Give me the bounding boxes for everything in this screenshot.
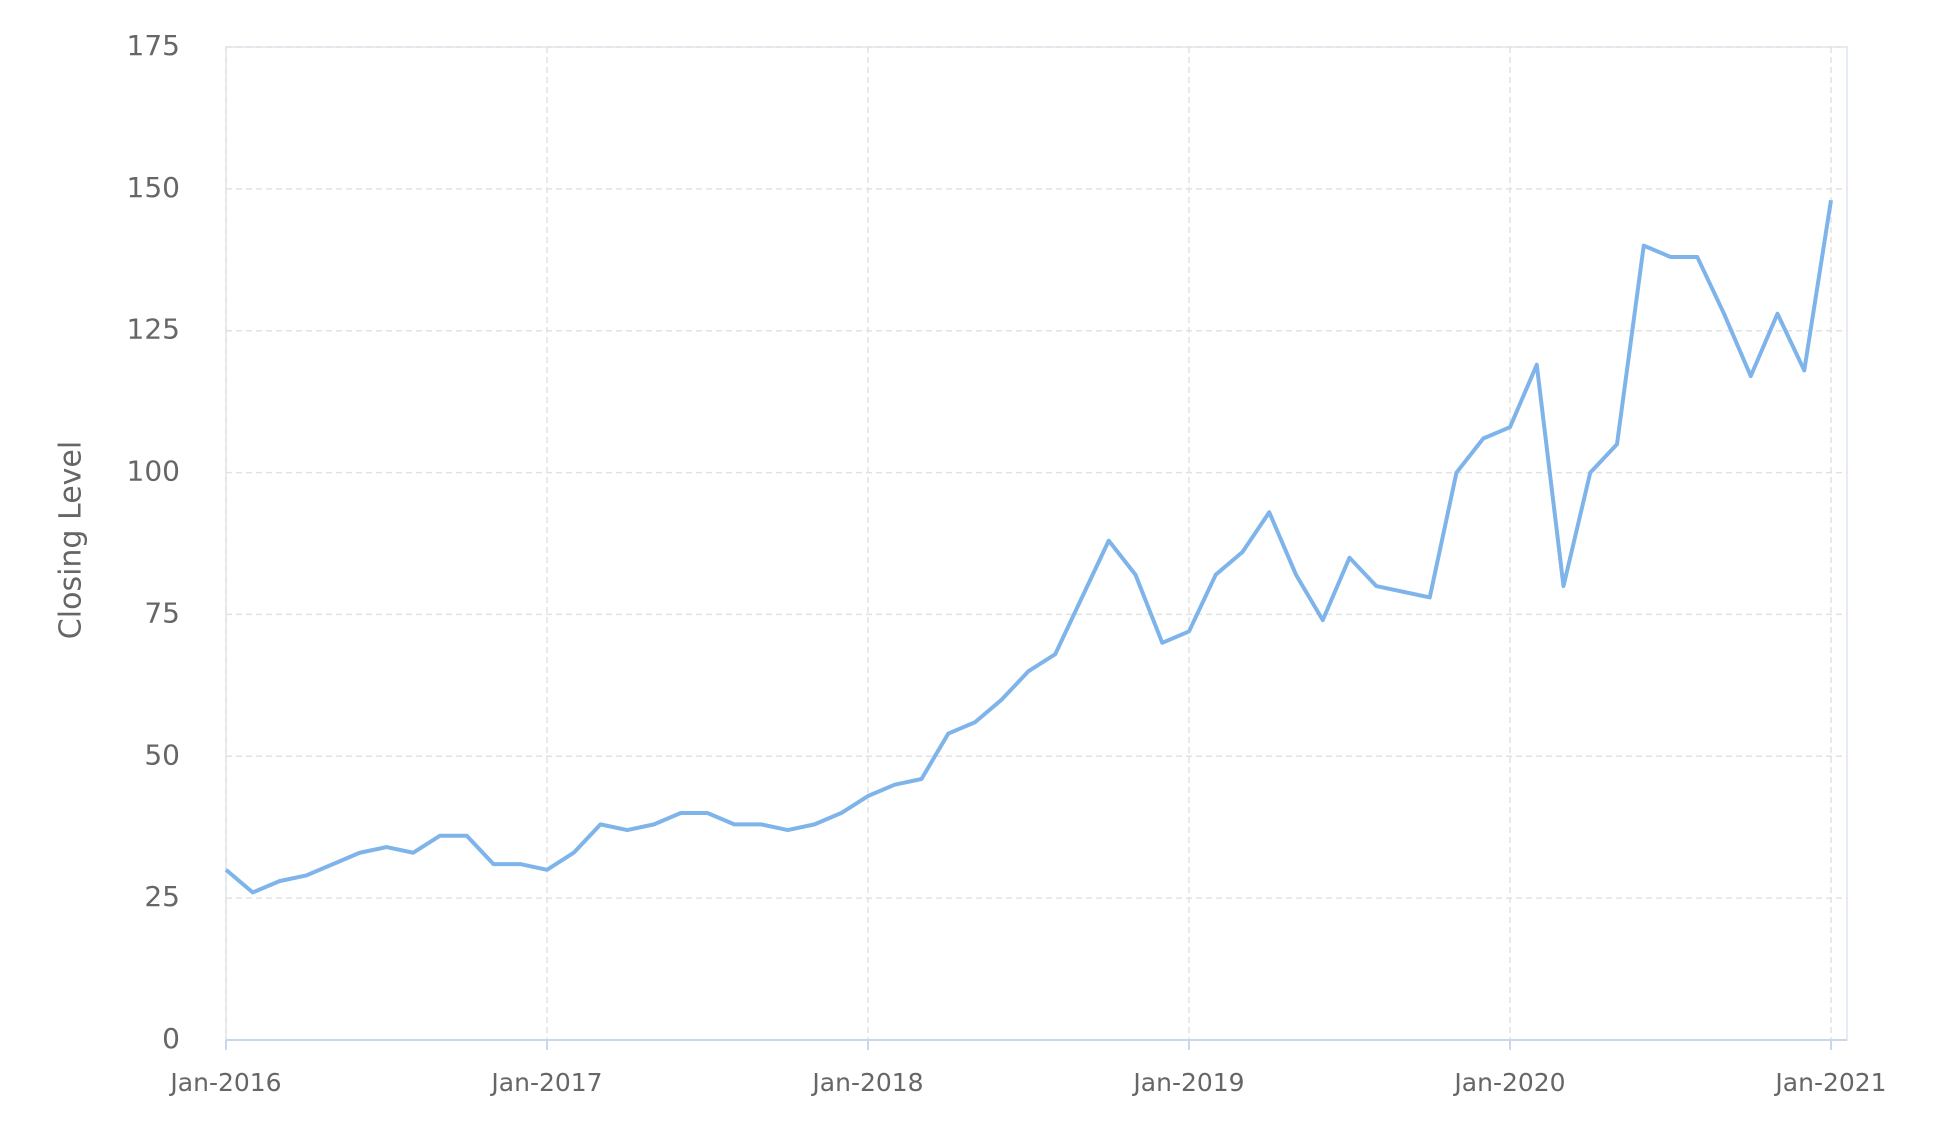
plot-area <box>225 46 1848 1041</box>
y-tick-label: 150 <box>127 171 180 204</box>
y-tick-label: 100 <box>127 455 180 488</box>
x-tick-label: Jan-2018 <box>810 1068 923 1097</box>
x-tick-label: Jan-2019 <box>1131 1068 1244 1097</box>
x-tick-label: Jan-2016 <box>168 1068 281 1097</box>
y-tick-label: 0 <box>162 1022 180 1055</box>
x-tick-label: Jan-2020 <box>1452 1068 1565 1097</box>
y-tick-label: 50 <box>144 738 180 771</box>
y-tick-label: 25 <box>144 880 180 913</box>
series-line <box>224 199 1833 895</box>
x-tick-label: Jan-2017 <box>489 1068 602 1097</box>
y-tick-label: 125 <box>127 313 180 346</box>
y-tick-label: 175 <box>127 29 180 62</box>
x-tick-label: Jan-2021 <box>1773 1068 1886 1097</box>
y-tick-label: 75 <box>144 596 180 629</box>
y-axis-label: Closing Level <box>54 441 89 639</box>
